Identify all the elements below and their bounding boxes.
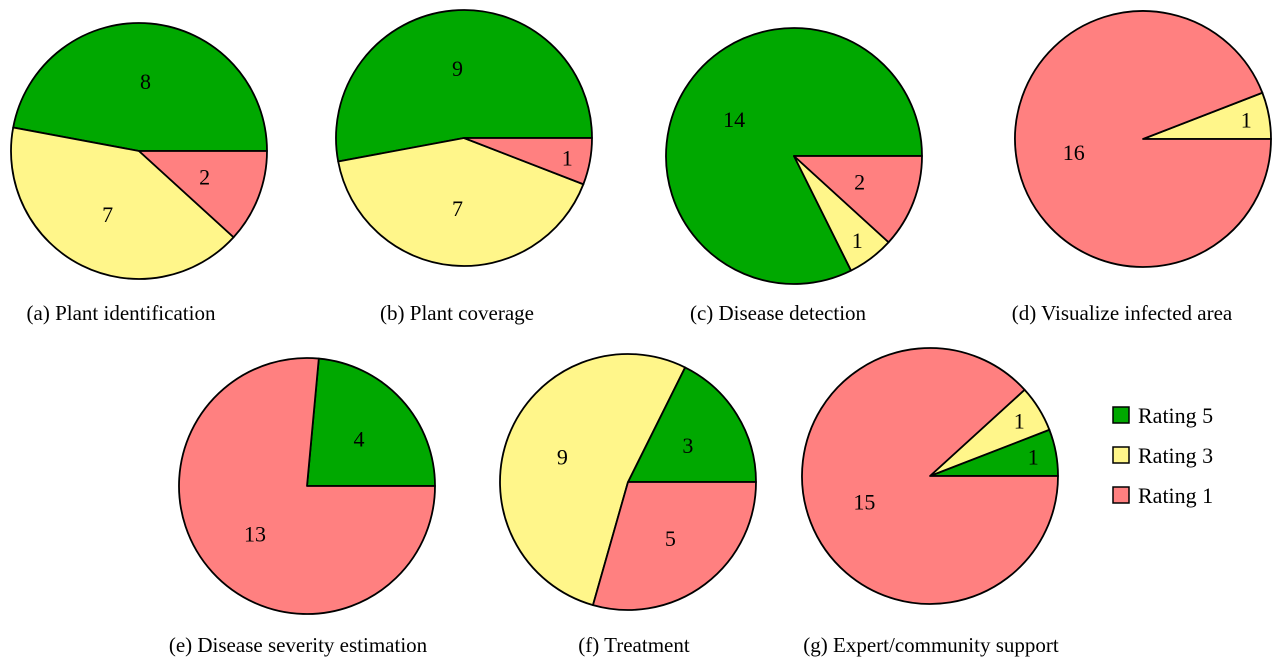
slice-value-label: 7 [102, 202, 113, 227]
subfigure-caption: (g) Expert/community support [803, 633, 1059, 657]
pie-slice-rating-1 [793, 155, 923, 244]
slice-value-label: 1 [1028, 445, 1039, 470]
pie-slice-rating-5 [335, 9, 593, 163]
slice-value-label: 5 [665, 526, 676, 551]
slice-value-label: 3 [682, 433, 693, 458]
pie-chart-a: 8 7 2 (a) Plant identification [10, 22, 268, 325]
slice-value-label: 1 [1241, 108, 1252, 133]
subfigure-caption: (f) Treatment [578, 633, 690, 657]
pie-slice-rating-3 [337, 137, 585, 267]
legend-swatch-rating-3 [1112, 446, 1130, 464]
slice-value-label: 16 [1063, 140, 1085, 165]
pie-slice-rating-1 [801, 347, 1059, 605]
pie-slice-rating-5 [627, 366, 757, 483]
pie-slice-rating-5 [306, 357, 436, 487]
slice-value-label: 13 [244, 521, 266, 546]
pie-slice-rating-3 [499, 353, 686, 607]
pie-slice-rating-3 [10, 126, 235, 280]
slice-value-label: 9 [452, 56, 463, 81]
slice-value-label: 15 [853, 489, 875, 514]
pie-slice-rating-1 [138, 150, 268, 239]
slice-value-label: 2 [854, 169, 865, 194]
slice-value-label: 7 [452, 196, 463, 221]
pie-slice-rating-1 [463, 137, 593, 186]
subfigure-caption: (a) Plant identification [27, 301, 216, 325]
pie-chart-d: 1 16 (d) Visualize infected area [1012, 10, 1272, 325]
pie-slice-rating-5 [12, 22, 268, 152]
subfigure-caption: (b) Plant coverage [380, 301, 534, 325]
legend-label-rating-1: Rating 1 [1138, 483, 1213, 508]
subfigure-caption: (c) Disease detection [690, 301, 867, 325]
legend-label-rating-5: Rating 5 [1138, 403, 1213, 428]
slice-value-label: 9 [557, 445, 568, 470]
slice-value-label: 1 [562, 145, 573, 170]
slice-value-label: 1 [852, 228, 863, 253]
subfigure-caption: (e) Disease severity estimation [169, 633, 428, 657]
pie-chart-c: 14 1 2 (c) Disease detection [665, 27, 923, 325]
slice-value-label: 8 [140, 69, 151, 94]
pie-chart-f: 3 9 5 (f) Treatment [499, 353, 757, 657]
slice-value-label: 14 [723, 107, 745, 132]
legend-swatch-rating-5 [1112, 406, 1130, 424]
slice-value-label: 1 [1014, 409, 1025, 434]
legend: Rating 5 Rating 3 Rating 1 [1112, 403, 1213, 508]
pie-chart-b: 9 7 1 (b) Plant coverage [335, 9, 593, 325]
slice-value-label: 4 [354, 427, 365, 452]
pie-chart-e: 4 13 (e) Disease severity estimation [169, 357, 436, 657]
pie-slice-rating-1 [1014, 10, 1272, 268]
pie-slice-rating-1 [592, 481, 757, 611]
legend-label-rating-3: Rating 3 [1138, 443, 1213, 468]
legend-swatch-rating-1 [1112, 486, 1130, 504]
pie-slice-rating-1 [178, 357, 436, 615]
slice-value-label: 2 [199, 164, 210, 189]
subfigure-caption: (d) Visualize infected area [1012, 301, 1233, 325]
pie-chart-g: 11 15 (g) Expert/community support [801, 347, 1059, 657]
